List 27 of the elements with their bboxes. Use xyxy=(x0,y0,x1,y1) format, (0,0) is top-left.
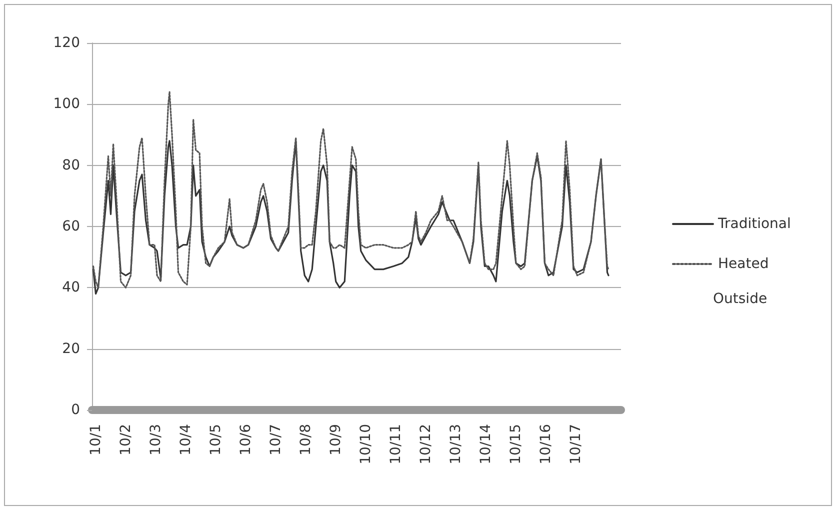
y-tick-label: 20 xyxy=(62,340,80,357)
legend-label: Traditional xyxy=(717,216,791,232)
x-tick-label: 10/1 xyxy=(88,424,104,456)
x-tick-label: 10/6 xyxy=(238,424,254,456)
text: Outside xyxy=(713,291,768,307)
x-tick-label: 10/11 xyxy=(388,424,404,464)
y-tick-label: 0 xyxy=(71,402,80,418)
x-tick-label: 10/15 xyxy=(508,424,524,464)
x-tick-label: 10/5 xyxy=(208,424,224,456)
x-tick-label: 10/16 xyxy=(538,424,554,464)
x-tick-label: 10/9 xyxy=(328,424,344,456)
legend-label: Heated xyxy=(718,256,769,272)
x-tick-label: 10/17 xyxy=(568,424,584,464)
x-tick-label: 10/14 xyxy=(478,424,494,464)
x-tick-label: 10/8 xyxy=(298,424,314,456)
x-tick-label: 10/3 xyxy=(148,424,164,456)
y-tick-label: 60 xyxy=(62,218,80,234)
x-tick-label: 10/12 xyxy=(418,424,434,464)
y-tick-label: 40 xyxy=(62,280,80,296)
y-tick-label: 120 xyxy=(53,35,80,51)
x-tick-label: 10/13 xyxy=(448,424,464,464)
y-tick-label: 100 xyxy=(53,96,80,112)
x-tick-label: 10/2 xyxy=(118,424,134,456)
x-tick-label: 10/4 xyxy=(178,424,194,456)
x-tick-label: 10/10 xyxy=(358,424,374,464)
y-tick-label: 80 xyxy=(62,157,80,174)
x-tick-label: 10/7 xyxy=(268,424,284,456)
